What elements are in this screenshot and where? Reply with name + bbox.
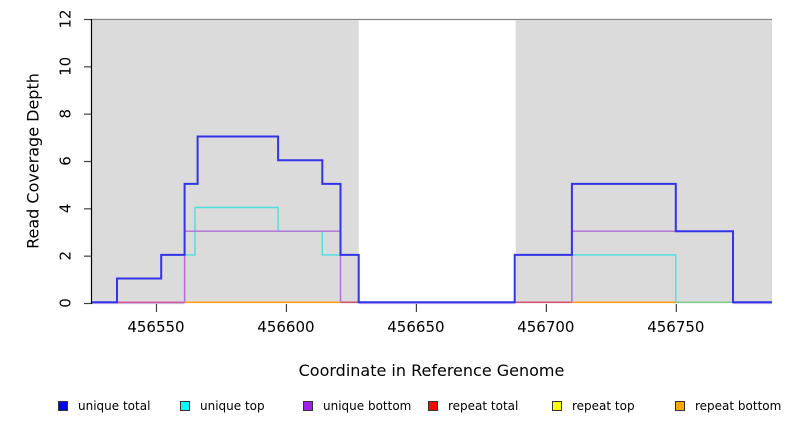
y-tick-label: 2 bbox=[57, 251, 75, 261]
x-tick-label: 456700 bbox=[517, 318, 574, 336]
y-tick-label: 4 bbox=[57, 204, 75, 214]
legend-label: unique bottom bbox=[323, 399, 412, 413]
series-line-unique-bottom bbox=[183, 230, 342, 303]
y-tick-label: 12 bbox=[57, 9, 75, 28]
legend: unique total unique top unique bottom repea… bbox=[0, 399, 792, 419]
y-tick-label: 0 bbox=[57, 298, 75, 308]
legend-item-unique-top: unique top bbox=[180, 399, 265, 413]
legend-swatch bbox=[552, 401, 562, 411]
legend-label: unique top bbox=[200, 399, 265, 413]
series-line-unique-top bbox=[183, 206, 342, 303]
x-tick-label: 456600 bbox=[257, 318, 314, 336]
legend-swatch bbox=[303, 401, 313, 411]
x-axis-title: Coordinate in Reference Genome bbox=[298, 361, 565, 380]
x-tick-label: 456750 bbox=[647, 318, 704, 336]
x-tick-label: 456650 bbox=[387, 318, 444, 336]
x-tick-label: 456550 bbox=[127, 318, 184, 336]
legend-swatch bbox=[180, 401, 190, 411]
legend-item-repeat-bottom: repeat bottom bbox=[675, 399, 781, 413]
series-line-unique-total bbox=[91, 135, 772, 304]
legend-item-repeat-top: repeat top bbox=[552, 399, 635, 413]
legend-item-unique-bottom: unique bottom bbox=[303, 399, 411, 413]
legend-swatch bbox=[675, 401, 685, 411]
legend-item-unique-total: unique total bbox=[58, 399, 150, 413]
legend-swatch bbox=[428, 401, 438, 411]
legend-item-repeat-total: repeat total bbox=[428, 399, 518, 413]
legend-label: repeat top bbox=[572, 399, 635, 413]
y-axis-title: Read Coverage Depth bbox=[23, 73, 43, 249]
y-tick-label: 6 bbox=[57, 156, 75, 166]
legend-label: repeat bottom bbox=[695, 399, 782, 413]
y-tick-label: 10 bbox=[57, 57, 75, 76]
legend-swatch bbox=[58, 401, 68, 411]
legend-label: unique total bbox=[78, 399, 151, 413]
legend-label: repeat total bbox=[448, 399, 519, 413]
masked-region-shade bbox=[92, 20, 359, 303]
y-tick-label: 8 bbox=[57, 109, 75, 119]
